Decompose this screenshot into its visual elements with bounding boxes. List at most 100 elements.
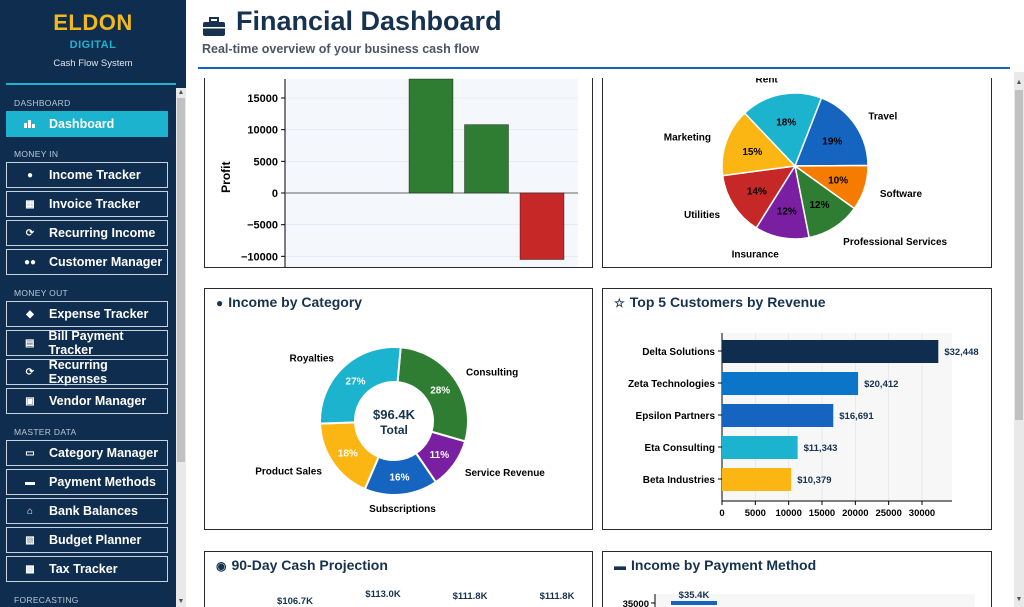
pie-pct-label: 15% xyxy=(742,147,762,158)
y-tick-label: 0 xyxy=(272,188,278,200)
sidebar-item-label: Dashboard xyxy=(49,117,115,131)
y-tick-label: 35000 xyxy=(623,599,649,607)
sidebar-item-expense-tracker[interactable]: ◆ Expense Tracker xyxy=(6,301,168,327)
y-tick-label: 10000 xyxy=(247,125,278,137)
sidebar-scrollbar[interactable]: ▲ ▼ xyxy=(176,88,186,607)
y-tick-label: 15000 xyxy=(247,93,278,105)
pie-pct-label: 18% xyxy=(776,118,796,129)
scroll-up-icon[interactable]: ▲ xyxy=(177,89,185,96)
sidebar-item-tax-tracker[interactable]: ▩ Tax Tracker xyxy=(6,556,168,582)
sidebar-item-bill-payment-tracker[interactable]: ▤ Bill Payment Tracker xyxy=(6,329,168,357)
card-title: ◉ 90-Day Cash Projection xyxy=(216,557,388,573)
sidebar-item-bank-balances[interactable]: ⌂ Bank Balances xyxy=(6,498,168,524)
customer-bar xyxy=(722,404,834,427)
pie-pct-label: 19% xyxy=(822,136,842,147)
y-tick-label: Epsilon Partners xyxy=(636,411,716,422)
bar-value-label: $10,379 xyxy=(797,475,831,486)
sidebar-item-recurring-expenses[interactable]: ⟳ Recurring Expenses xyxy=(6,358,168,386)
donut-slice xyxy=(396,346,469,443)
sidebar-item-payment-methods[interactable]: ▬ Payment Methods xyxy=(6,469,168,495)
sidebar-item-label: Income Tracker xyxy=(49,168,141,182)
chart-icon xyxy=(23,118,37,131)
sidebar-item-dashboard[interactable]: Dashboard xyxy=(6,111,168,137)
customer-bar xyxy=(722,340,939,363)
card-title-text: Income by Payment Method xyxy=(631,557,817,573)
storefront-icon: ▣ xyxy=(25,395,35,407)
sidebar-item-label: Invoice Tracker xyxy=(49,197,141,211)
pie-label: Software xyxy=(880,189,923,200)
sidebar-item-vendor-manager[interactable]: ▣ Vendor Manager xyxy=(6,388,168,414)
y-tick-label: −10000 xyxy=(241,251,278,263)
donut-label: Subscriptions xyxy=(369,504,436,515)
scroll-up-icon[interactable]: ▲ xyxy=(1015,79,1023,86)
sidebar-scroll-thumb[interactable] xyxy=(177,98,185,462)
donut-label: Service Revenue xyxy=(465,468,545,479)
money-bag-icon: ● xyxy=(26,169,34,181)
profit-bar xyxy=(408,78,454,194)
card-title-text: Top 5 Customers by Revenue xyxy=(629,294,826,310)
scroll-down-icon[interactable]: ▼ xyxy=(1015,596,1023,603)
money-wings-icon: ◆ xyxy=(26,308,34,320)
folder-icon: ▭ xyxy=(25,447,35,459)
sidebar-nav: DASHBOARD Dashboard MONEY IN ● Income Tr… xyxy=(0,90,176,607)
x-tick-label: 15000 xyxy=(809,508,835,519)
profit-bar xyxy=(519,192,565,260)
profit-bar xyxy=(464,124,509,194)
sidebar-item-category-manager[interactable]: ▭ Category Manager xyxy=(6,440,168,466)
customer-bar xyxy=(722,372,859,395)
star-icon: ☆ xyxy=(614,296,625,310)
card-title: ☆ Top 5 Customers by Revenue xyxy=(614,294,826,310)
donut-label: Royalties xyxy=(290,354,335,365)
pie-label: Marketing xyxy=(664,132,711,143)
card-title-text: 90-Day Cash Projection xyxy=(231,557,388,573)
credit-card-icon: ▬ xyxy=(614,559,626,573)
card-title-text: Income by Category xyxy=(228,294,363,310)
x-tick-label: 5000 xyxy=(745,508,766,519)
donut-pct-label: 28% xyxy=(430,385,450,396)
sidebar: ELDON DIGITAL Cash Flow System DASHBOARD… xyxy=(0,0,186,607)
sidebar-item-customer-manager[interactable]: ●● Customer Manager xyxy=(6,249,168,275)
bank-icon: ⌂ xyxy=(26,505,34,517)
payment-method-chart: 35000 $35.4K xyxy=(623,590,975,607)
card-title: ▬ Income by Payment Method xyxy=(614,557,816,573)
nav-section-money-in: MONEY IN xyxy=(14,149,59,159)
header-divider xyxy=(198,67,1010,69)
pie-pct-label: 12% xyxy=(777,207,797,218)
credit-card-icon: ▬ xyxy=(25,476,35,488)
sidebar-item-budget-planner[interactable]: ▧ Budget Planner xyxy=(6,527,168,553)
x-tick-label: 30000 xyxy=(909,508,935,519)
y-tick-label: 5000 xyxy=(254,156,278,168)
sidebar-item-invoice-tracker[interactable]: ▦ Invoice Tracker xyxy=(6,191,168,217)
top-customers-chart: 0 5000 10000 15000 20000 25000 30000 Delta Solu… xyxy=(628,333,979,519)
refresh-icon: ⟳ xyxy=(25,366,35,378)
sidebar-item-income-tracker[interactable]: ● Income Tracker xyxy=(6,162,168,188)
bar-value-label: $11,343 xyxy=(804,443,838,454)
brand-tagline: Cash Flow System xyxy=(53,58,133,69)
main-scroll-thumb[interactable] xyxy=(1015,90,1023,420)
x-tick-label: 25000 xyxy=(875,508,901,519)
sidebar-item-label: Tax Tracker xyxy=(49,562,118,576)
card-title: ● Income by Category xyxy=(216,294,362,310)
sidebar-item-label: Payment Methods xyxy=(49,475,156,489)
main-scrollbar[interactable]: ▲ ▼ xyxy=(1014,72,1024,607)
page-title-text: Financial Dashboard xyxy=(236,6,502,36)
pie-label: Insurance xyxy=(732,250,780,261)
y-tick-label: Eta Consulting xyxy=(644,443,715,454)
crystal-ball-icon: ◉ xyxy=(216,559,227,573)
cash-projection-chart: $106.7K $113.0K $111.8K $111.8K xyxy=(277,589,575,607)
projection-value-label: $106.7K xyxy=(277,596,313,607)
donut-label: Product Sales xyxy=(255,466,322,477)
pie-pct-label: 12% xyxy=(809,200,829,211)
projection-value-label: $113.0K xyxy=(365,589,401,600)
scroll-down-icon[interactable]: ▼ xyxy=(177,598,185,605)
sidebar-item-label: Vendor Manager xyxy=(49,394,147,408)
pie-slice xyxy=(793,96,869,167)
sidebar-item-label: Category Manager xyxy=(49,446,159,460)
y-tick-label: Beta Industries xyxy=(643,475,716,486)
top-customers-card: ☆ Top 5 Customers by Revenue 0 5000 10000 15… xyxy=(602,288,992,530)
sidebar-item-recurring-income[interactable]: ⟳ Recurring Income xyxy=(6,220,168,246)
bar-value-label: $35.4K xyxy=(679,590,710,601)
